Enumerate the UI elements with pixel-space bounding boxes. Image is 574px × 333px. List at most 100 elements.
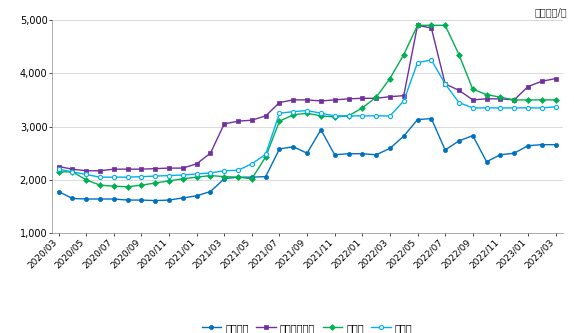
- 国产尿素: [373, 153, 379, 157]
- 国产尿素: [110, 197, 117, 201]
- 国产磷酸二铵: [165, 166, 172, 170]
- 复合肥: [110, 175, 117, 179]
- 复合肥: [193, 172, 200, 176]
- 复合肥: [317, 111, 324, 115]
- 国产尿素: [304, 151, 311, 155]
- 国产尿素: [249, 175, 255, 179]
- 国产磷酸二铵: [110, 167, 117, 171]
- 氯化钾: [525, 98, 532, 102]
- 国产尿素: [442, 148, 449, 152]
- 国产磷酸二铵: [456, 88, 463, 92]
- 复合肥: [124, 175, 131, 179]
- 国产尿素: [511, 151, 518, 155]
- 氯化钾: [262, 155, 269, 159]
- 复合肥: [525, 106, 532, 110]
- 复合肥: [138, 174, 145, 178]
- 国产尿素: [55, 189, 62, 193]
- 氯化钾: [290, 113, 297, 117]
- 国产磷酸二铵: [207, 151, 214, 155]
- 氯化钾: [400, 53, 407, 57]
- 国产磷酸二铵: [483, 97, 490, 101]
- 国产磷酸二铵: [290, 98, 297, 102]
- 国产磷酸二铵: [538, 79, 545, 83]
- 氯化钾: [304, 111, 311, 115]
- 国产尿素: [262, 174, 269, 178]
- 氯化钾: [235, 175, 242, 179]
- 氯化钾: [96, 183, 103, 187]
- 氯化钾: [470, 87, 476, 91]
- 国产磷酸二铵: [470, 98, 476, 102]
- 氯化钾: [511, 98, 518, 102]
- 氯化钾: [110, 184, 117, 188]
- 氯化钾: [221, 174, 228, 178]
- 国产磷酸二铵: [69, 167, 76, 171]
- 复合肥: [235, 168, 242, 172]
- 复合肥: [55, 167, 62, 171]
- 国产尿素: [525, 144, 532, 148]
- 复合肥: [511, 106, 518, 110]
- 国产磷酸二铵: [414, 23, 421, 27]
- 国产尿素: [386, 147, 393, 151]
- 国产磷酸二铵: [55, 165, 62, 168]
- 氯化钾: [442, 23, 449, 27]
- 氯化钾: [55, 170, 62, 174]
- 国产尿素: [180, 196, 187, 200]
- 复合肥: [359, 114, 366, 118]
- 国产磷酸二铵: [345, 97, 352, 101]
- 复合肥: [221, 169, 228, 173]
- 氯化钾: [483, 93, 490, 97]
- 氯化钾: [373, 95, 379, 99]
- 国产尿素: [276, 147, 283, 151]
- 国产尿素: [414, 118, 421, 122]
- 氯化钾: [317, 114, 324, 118]
- 国产磷酸二铵: [152, 166, 158, 170]
- 国产尿素: [483, 160, 490, 164]
- 复合肥: [304, 109, 311, 113]
- 国产磷酸二铵: [497, 97, 504, 101]
- 复合肥: [470, 106, 476, 110]
- 氯化钾: [152, 181, 158, 185]
- 国产磷酸二铵: [221, 122, 228, 126]
- 国产磷酸二铵: [552, 77, 559, 81]
- 复合肥: [290, 110, 297, 114]
- 复合肥: [83, 172, 90, 176]
- 复合肥: [414, 61, 421, 65]
- 国产尿素: [317, 128, 324, 132]
- 国产磷酸二铵: [400, 94, 407, 98]
- 氯化钾: [456, 53, 463, 57]
- 国产磷酸二铵: [317, 99, 324, 103]
- 国产尿素: [221, 177, 228, 181]
- 氯化钾: [165, 179, 172, 183]
- 氯化钾: [386, 77, 393, 81]
- 复合肥: [373, 114, 379, 118]
- 国产磷酸二铵: [304, 98, 311, 102]
- Line: 国产磷酸二铵: 国产磷酸二铵: [56, 23, 558, 173]
- 复合肥: [442, 82, 449, 86]
- 复合肥: [456, 101, 463, 105]
- 复合肥: [96, 175, 103, 179]
- 国产尿素: [83, 197, 90, 201]
- 氯化钾: [207, 173, 214, 177]
- 复合肥: [69, 170, 76, 174]
- 国产磷酸二铵: [138, 167, 145, 171]
- 氯化钾: [414, 23, 421, 27]
- 复合肥: [497, 106, 504, 110]
- 国产尿素: [538, 143, 545, 147]
- 国产尿素: [207, 189, 214, 193]
- 氯化钾: [138, 183, 145, 187]
- 国产尿素: [152, 198, 158, 202]
- 复合肥: [400, 99, 407, 103]
- 国产尿素: [193, 194, 200, 198]
- 国产磷酸二铵: [96, 169, 103, 173]
- 氯化钾: [331, 115, 338, 119]
- 国产尿素: [552, 143, 559, 147]
- 国产尿素: [331, 153, 338, 157]
- 氯化钾: [428, 23, 435, 27]
- 氯化钾: [249, 177, 255, 181]
- 国产磷酸二铵: [511, 98, 518, 102]
- 复合肥: [428, 58, 435, 62]
- 氯化钾: [124, 185, 131, 189]
- 复合肥: [345, 114, 352, 118]
- 国产尿素: [290, 145, 297, 149]
- Line: 氯化钾: 氯化钾: [56, 23, 558, 189]
